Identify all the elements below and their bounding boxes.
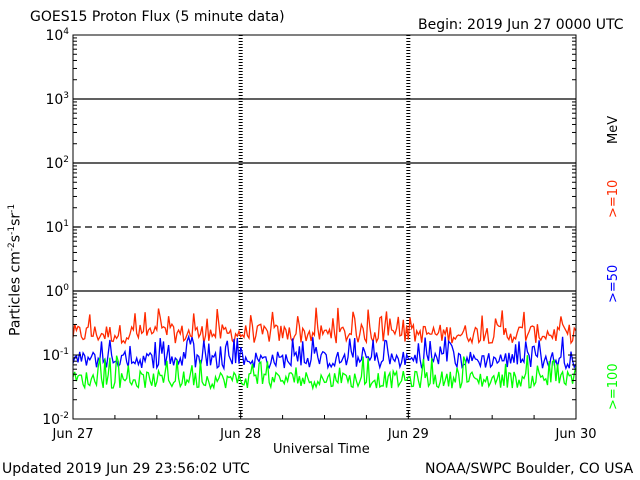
y-tick-label-3: 101 — [45, 219, 69, 236]
chart-title: GOES15 Proton Flux (5 minute data) — [30, 9, 285, 25]
legend-unit: MeV — [606, 115, 621, 144]
legend-entry-ge100: >=100 — [606, 363, 621, 410]
y-tick-label-0: 104 — [45, 27, 69, 44]
x-tick-label-0: Jun 27 — [52, 427, 94, 442]
x-tick-label-1: Jun 28 — [219, 427, 261, 442]
x-axis-label: Universal Time — [273, 442, 370, 457]
y-tick-label-1: 103 — [45, 91, 69, 108]
y-tick-label-6: 10-2 — [42, 411, 69, 428]
updated-timestamp: Updated 2019 Jun 29 23:56:02 UTC — [2, 461, 250, 477]
legend-entry-ge10: >=10 — [606, 179, 621, 218]
legend-entry-ge50: >=50 — [606, 264, 621, 303]
series-line-ge10 — [72, 307, 577, 346]
x-tick-label-3: Jun 30 — [555, 427, 597, 442]
credit-label: NOAA/SWPC Boulder, CO USA — [425, 461, 634, 477]
series-line-ge50 — [72, 334, 577, 371]
series-line-ge100 — [72, 355, 577, 391]
x-tick-label-2: Jun 29 — [387, 427, 429, 442]
y-tick-label-2: 102 — [45, 155, 69, 172]
y-tick-label-4: 100 — [45, 283, 69, 300]
y-axis-label: Particles cm-2s-1sr-1 — [7, 203, 24, 336]
y-tick-label-5: 10-1 — [42, 347, 69, 364]
begin-time-label: Begin: 2019 Jun 27 0000 UTC — [418, 17, 624, 33]
